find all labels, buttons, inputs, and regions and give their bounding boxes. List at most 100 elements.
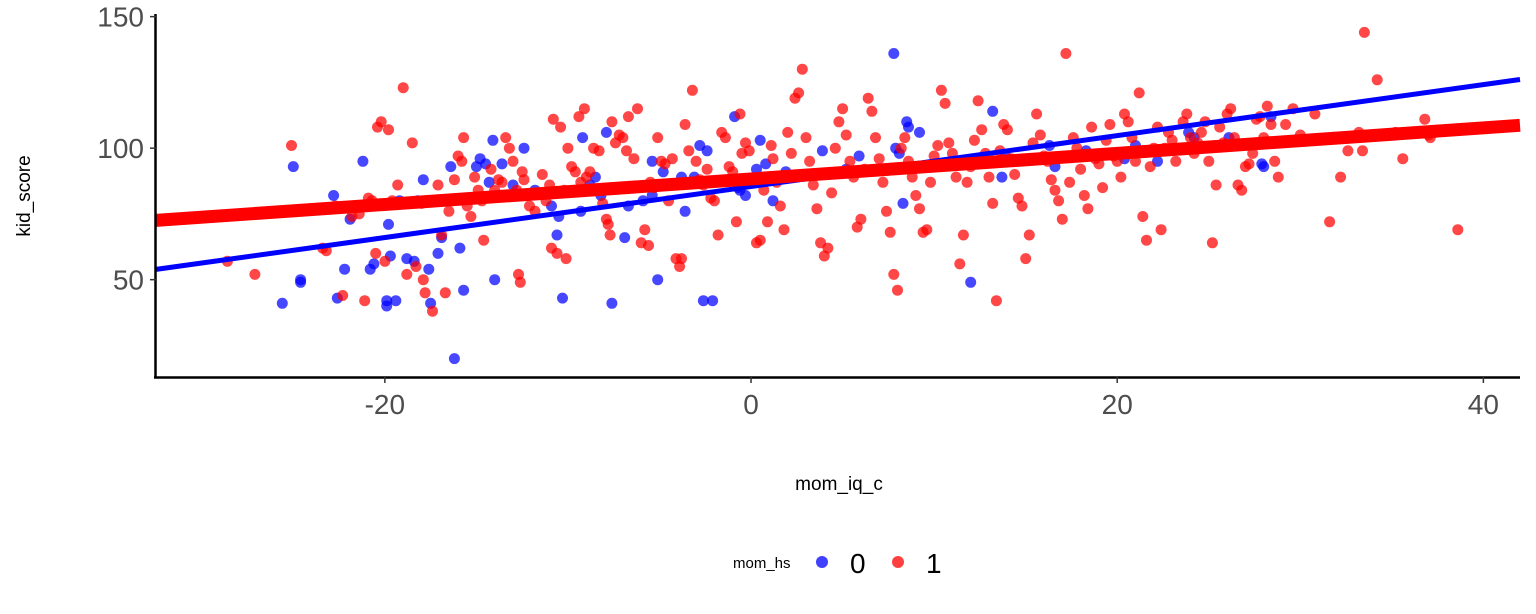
point-series-1-273 bbox=[1371, 74, 1383, 86]
point-series-0-40 bbox=[551, 229, 563, 241]
point-series-0-12 bbox=[381, 300, 393, 312]
point-series-1-45 bbox=[500, 132, 512, 144]
point-series-1-63 bbox=[560, 253, 572, 265]
legend-key-0 bbox=[816, 556, 828, 568]
legend-label-1: 1 bbox=[926, 548, 942, 579]
point-series-1-67 bbox=[573, 111, 585, 123]
point-series-1-84 bbox=[628, 153, 640, 165]
x-tick-label: 20 bbox=[1102, 389, 1133, 420]
point-series-1-139 bbox=[822, 242, 834, 254]
point-series-0-28 bbox=[458, 284, 470, 296]
x-tick-label: 40 bbox=[1468, 389, 1499, 420]
point-series-1-155 bbox=[881, 205, 892, 217]
point-series-1-241 bbox=[1195, 126, 1207, 138]
point-series-1-126 bbox=[774, 200, 786, 212]
point-series-1-163 bbox=[910, 190, 922, 201]
point-series-1-113 bbox=[730, 216, 742, 228]
point-series-0-1 bbox=[287, 161, 299, 173]
point-series-1-152 bbox=[870, 132, 881, 144]
point-series-1-171 bbox=[939, 97, 951, 109]
point-series-1-179 bbox=[968, 134, 980, 146]
point-series-0-82 bbox=[914, 126, 925, 138]
point-series-0-0 bbox=[276, 297, 288, 309]
point-series-1-31 bbox=[448, 174, 460, 186]
point-series-1-59 bbox=[547, 113, 559, 125]
point-series-1-21 bbox=[406, 137, 418, 149]
point-series-1-237 bbox=[1181, 108, 1193, 120]
point-series-0-69 bbox=[754, 134, 766, 146]
point-series-0-4 bbox=[328, 190, 340, 201]
point-series-1-271 bbox=[1357, 145, 1368, 157]
point-series-1-81 bbox=[617, 132, 629, 144]
point-series-1-160 bbox=[899, 132, 911, 144]
point-series-1-136 bbox=[811, 203, 823, 215]
point-series-1-192 bbox=[1016, 200, 1028, 212]
point-series-1-9 bbox=[359, 295, 371, 307]
point-series-1-202 bbox=[1053, 195, 1065, 207]
point-series-1-176 bbox=[957, 229, 969, 241]
point-series-1-120 bbox=[754, 234, 766, 246]
point-series-1-61 bbox=[555, 121, 567, 133]
point-series-1-245 bbox=[1210, 179, 1222, 191]
point-series-1-107 bbox=[708, 195, 720, 207]
point-series-1-169 bbox=[932, 140, 944, 151]
point-series-1-83 bbox=[622, 111, 634, 123]
point-series-0-6 bbox=[339, 263, 351, 275]
point-series-1-210 bbox=[1082, 203, 1094, 215]
point-series-0-33 bbox=[487, 134, 499, 146]
point-series-1-200 bbox=[1045, 174, 1057, 186]
point-series-1-158 bbox=[892, 284, 903, 296]
point-series-0-42 bbox=[557, 292, 568, 304]
point-series-1-69 bbox=[578, 103, 590, 115]
point-series-0-3 bbox=[295, 274, 307, 286]
point-series-1-246 bbox=[1214, 121, 1226, 133]
point-series-1-225 bbox=[1137, 211, 1149, 222]
point-series-1-276 bbox=[1397, 153, 1409, 165]
point-series-1-243 bbox=[1203, 155, 1215, 167]
point-series-1-133 bbox=[800, 132, 812, 144]
point-series-1-117 bbox=[743, 145, 755, 157]
point-series-1-278 bbox=[1419, 113, 1431, 125]
point-series-1-181 bbox=[976, 124, 988, 136]
point-series-1-46 bbox=[503, 142, 515, 154]
point-series-1-263 bbox=[1280, 119, 1292, 130]
point-series-1-184 bbox=[987, 197, 999, 209]
point-series-0-32 bbox=[483, 176, 495, 188]
point-series-1-234 bbox=[1170, 155, 1182, 167]
point-series-1-85 bbox=[632, 103, 643, 115]
point-series-1-180 bbox=[972, 95, 984, 107]
point-series-0-97 bbox=[1258, 161, 1270, 173]
point-series-0-63 bbox=[707, 295, 719, 307]
point-series-1-27 bbox=[432, 179, 444, 191]
point-series-0-55 bbox=[652, 274, 664, 286]
point-series-1-140 bbox=[826, 187, 838, 199]
fit-lines-layer bbox=[155, 77, 1521, 272]
point-series-0-21 bbox=[423, 263, 435, 275]
y-tick-label: 100 bbox=[97, 133, 144, 164]
point-series-0-10 bbox=[368, 258, 380, 270]
point-series-1-156 bbox=[884, 226, 896, 238]
point-series-1-135 bbox=[807, 179, 819, 191]
point-series-1-249 bbox=[1225, 103, 1237, 115]
point-series-0-13 bbox=[383, 218, 394, 230]
point-series-0-62 bbox=[701, 145, 713, 157]
point-series-1-164 bbox=[914, 203, 925, 215]
point-series-0-81 bbox=[903, 121, 914, 133]
point-series-1-203 bbox=[1056, 213, 1068, 225]
point-series-1-73 bbox=[593, 145, 605, 157]
point-series-1-166 bbox=[921, 224, 933, 236]
point-series-1-201 bbox=[1049, 184, 1061, 196]
point-series-1-2 bbox=[286, 140, 297, 151]
point-series-1-154 bbox=[877, 176, 889, 188]
point-series-1-77 bbox=[604, 229, 616, 241]
point-series-1-145 bbox=[844, 155, 856, 167]
point-series-1-221 bbox=[1122, 116, 1134, 128]
point-series-1-41 bbox=[485, 163, 497, 175]
point-series-1-29 bbox=[439, 287, 451, 299]
point-series-1-144 bbox=[840, 129, 852, 141]
point-series-1-114 bbox=[734, 108, 746, 120]
point-series-1-214 bbox=[1097, 182, 1109, 194]
point-series-1-22 bbox=[410, 261, 422, 272]
point-series-1-272 bbox=[1358, 26, 1370, 38]
